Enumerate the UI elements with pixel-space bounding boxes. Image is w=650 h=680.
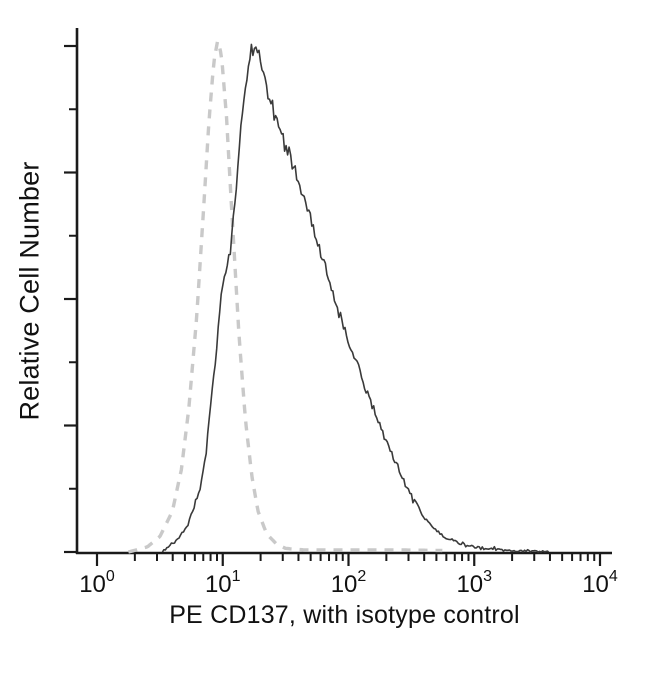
series-curve-isotype-control <box>127 39 443 554</box>
series-curve-pe-cd137 <box>161 43 550 553</box>
x-axis-label: PE CD137, with isotype control <box>169 601 520 629</box>
x-tick-label: 101 <box>205 568 241 598</box>
x-tick-label: 104 <box>582 568 618 598</box>
x-tick-label: 100 <box>79 568 115 598</box>
y-axis-label: Relative Cell Number <box>14 161 45 421</box>
x-tick-label: 102 <box>331 568 367 598</box>
x-tick-label: 103 <box>456 568 492 598</box>
